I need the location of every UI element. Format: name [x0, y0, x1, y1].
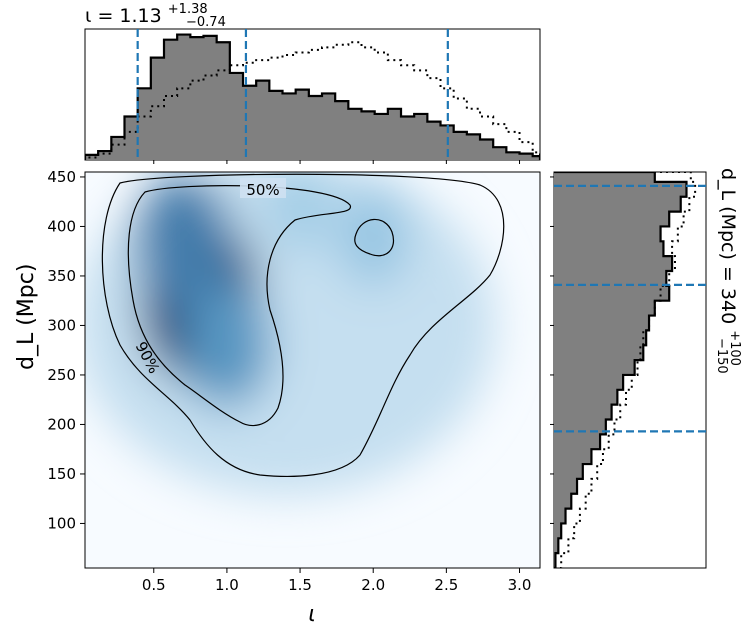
- joint-x-label: ι: [308, 602, 315, 627]
- marginal-iota-panel: ι = 1.13 +1.38 −0.74: [84, 2, 541, 164]
- density-peak-1: [135, 172, 231, 310]
- marginal-dl-title: d_L (Mpc) = 340 +100 −150: [714, 168, 742, 374]
- marginal-iota-title-sup: +1.38: [168, 2, 208, 17]
- y-tick-label-2: 200: [47, 415, 76, 433]
- x-tick-label-3: 2.0: [361, 576, 385, 594]
- marginal-iota-title: ι = 1.13 +1.38: [85, 2, 208, 27]
- y-tick-label-7: 450: [47, 168, 76, 186]
- marginal-dl-title-sub: −150: [714, 338, 729, 374]
- joint-panel: 50% 90% 0.5 1.0 1.5 2.0 2.5 3.0 1001502002503…: [14, 168, 541, 627]
- marginal-dl-quantiles: [554, 184, 706, 433]
- marginal-dl-histograms: [554, 172, 697, 568]
- x-tick-label-4: 2.5: [434, 576, 458, 594]
- y-tick-label-1: 150: [47, 465, 76, 483]
- joint-contours: [101, 173, 505, 477]
- svg-text:d_L (Mpc) = 340 +100: d_L (Mpc) = 340 +100: [717, 168, 742, 366]
- x-tick-label-1: 1.0: [215, 576, 239, 594]
- marginal-dl-dotted-line: [554, 172, 697, 568]
- contour-50-label-bg: [240, 178, 286, 198]
- contour-50-label: 50%: [246, 181, 279, 199]
- contour-50-line: [127, 185, 351, 427]
- marginal-dl-y-ticks: [550, 176, 554, 524]
- x-tick-label-5: 3.0: [508, 576, 532, 594]
- density-peak-2: [182, 282, 272, 409]
- y-tick-label-3: 250: [47, 366, 76, 384]
- marginal-dl-posterior-fill: [554, 172, 687, 568]
- joint-y-axis: 100 150 200 250 300 350 400 450: [47, 168, 85, 532]
- y-tick-label-6: 400: [47, 217, 76, 235]
- contour-90-line: [101, 173, 505, 477]
- y-tick-label-4: 300: [47, 316, 76, 334]
- joint-x-axis: 0.5 1.0 1.5 2.0 2.5 3.0: [142, 568, 532, 594]
- marginal-iota-title-sub: −0.74: [186, 15, 226, 30]
- y-tick-label-5: 350: [47, 267, 76, 285]
- x-tick-label-0: 0.5: [142, 576, 166, 594]
- x-tick-label-2: 1.5: [288, 576, 312, 594]
- joint-density: [85, 172, 496, 496]
- y-tick-label-0: 100: [47, 514, 76, 532]
- marginal-iota-histograms: [85, 33, 540, 160]
- density-peak-3: [338, 187, 408, 286]
- marginal-iota-title-base: ι = 1.13: [85, 5, 162, 27]
- marginal-iota-posterior-fill: [85, 34, 540, 160]
- marginal-dl-panel: d_L (Mpc) = 340 +100 −150: [550, 168, 742, 569]
- marginal-iota-quantiles: [136, 29, 521, 164]
- joint-y-label: d_L (Mpc): [14, 264, 39, 370]
- contour-50-island: [354, 218, 394, 257]
- marginal-iota-posterior-line: [85, 33, 540, 160]
- marginal-dl-title-base: d_L (Mpc) = 340: [717, 168, 739, 324]
- joint-frame: [84, 171, 541, 569]
- marginal-dl-title-sup: +100: [727, 330, 742, 366]
- marginal-dl-posterior-line: [554, 172, 688, 568]
